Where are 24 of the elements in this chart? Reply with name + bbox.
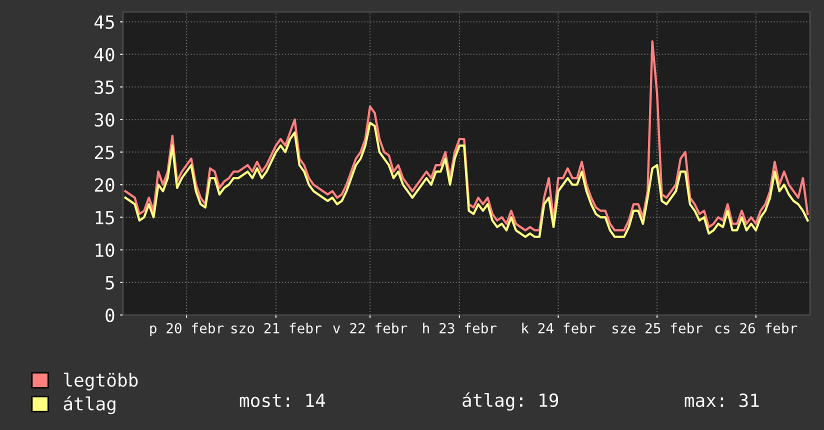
x-tick-label: v 22 febr <box>333 322 408 334</box>
y-tick-label: 10 <box>96 243 114 258</box>
line-series <box>124 40 809 232</box>
text: max: 31 <box>684 393 759 408</box>
y-tick-label: 5 <box>106 276 114 290</box>
x-tick-label: p 20 febr <box>150 322 224 336</box>
line-series <box>124 122 809 238</box>
y-tick-label: 25 <box>94 146 114 160</box>
x-tick-label: szo 21 febr <box>231 322 322 334</box>
legend-label: átlag <box>64 396 116 414</box>
y-tick-label: 15 <box>96 211 114 224</box>
y-tick-label: 45 <box>94 16 114 29</box>
y-tick-label: 30 <box>94 113 114 127</box>
x-tick-label: cs 26 febr <box>715 322 798 334</box>
legend-label: legtöbb <box>64 372 138 390</box>
x-tick-label: h 23 febr <box>423 322 497 334</box>
text: most: 14 <box>240 394 326 408</box>
text: átlag: 19 <box>462 392 558 411</box>
y-tick-label: 20 <box>94 178 114 192</box>
y-tick-label: 35 <box>94 80 114 94</box>
x-tick-label: sze 25 febr <box>612 322 703 334</box>
x-tick-label: k 24 febr <box>522 322 596 334</box>
y-tick-label: 40 <box>94 48 114 62</box>
y-tick-label: 0 <box>106 308 114 322</box>
